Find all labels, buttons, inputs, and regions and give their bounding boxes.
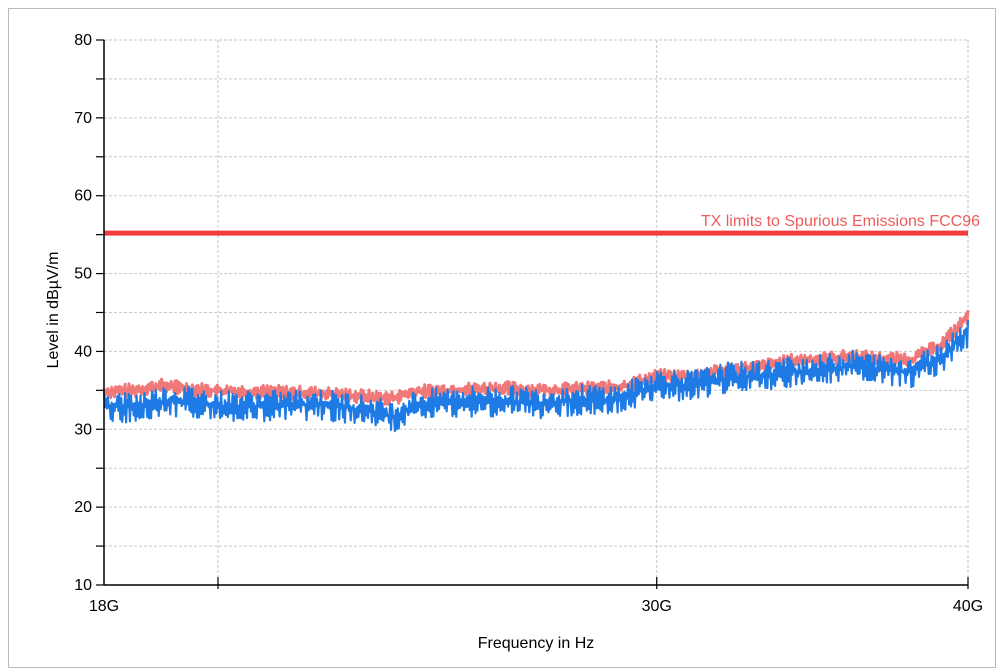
y-tick-label: 10 <box>74 577 92 594</box>
y-tick-label: 80 <box>74 32 92 49</box>
axis-layer: 10 20 30 40 50 60 70 80 18G 30G 40G <box>74 32 983 615</box>
grid-layer <box>104 39 969 585</box>
x-tick-label: 30G <box>642 598 672 615</box>
y-tick-label: 30 <box>74 421 92 438</box>
emission-chart: 10 20 30 40 50 60 70 80 18G 30G 40G TX limits to S… <box>45 32 983 652</box>
limit-line-label: TX limits to Spurious Emissions FCC96 <box>701 213 980 230</box>
y-tick-label: 50 <box>74 266 92 283</box>
series-trace-2 <box>102 320 970 433</box>
y-tick-label: 70 <box>74 110 92 127</box>
x-tick-label: 40G <box>953 598 983 615</box>
y-axis-title: Level in dBµV/m <box>45 252 62 369</box>
y-tick-label: 20 <box>74 499 92 516</box>
y-tick-label: 40 <box>74 343 92 360</box>
x-axis-title: Frequency in Hz <box>478 635 595 652</box>
series-layer <box>102 309 970 433</box>
y-tick-label: 60 <box>74 188 92 205</box>
x-tick-label: 18G <box>89 598 119 615</box>
